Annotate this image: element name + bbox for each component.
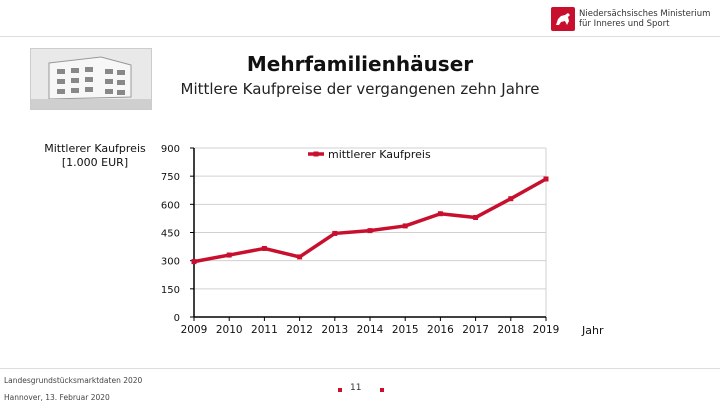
x-tick-label: 2014 (357, 324, 384, 336)
data-point (402, 223, 408, 229)
x-tick-label: 2010 (216, 324, 243, 336)
y-tick-label: 900 (161, 144, 180, 155)
x-axis-label: Jahr (582, 324, 604, 337)
x-tick-label: 2013 (321, 324, 348, 336)
y-tick-label: 150 (161, 285, 180, 296)
page-subtitle: Mittlere Kaufpreise der vergangenen zehn… (180, 80, 540, 98)
data-point (437, 211, 443, 217)
y-tick-label: 450 (161, 229, 180, 240)
legend-label: mittlerer Kaufpreis (328, 148, 431, 161)
data-point (261, 245, 267, 251)
page-number: 11 (350, 383, 362, 393)
page-marker-left (338, 388, 342, 392)
data-point (473, 214, 479, 220)
x-tick-label: 2009 (181, 324, 208, 336)
price-line-chart: 0 150 300 450 600 750 900 2009 2010 2011 2012 2013 2… (161, 144, 560, 336)
legend-marker (313, 151, 319, 157)
data-point (508, 196, 514, 202)
ministry-name-line1: Niedersächsisches Ministerium (579, 9, 711, 19)
data-point (226, 252, 232, 258)
data-point (191, 259, 197, 265)
building-photo (30, 48, 152, 110)
data-point (332, 230, 338, 236)
header-divider (0, 36, 720, 37)
x-tick-label: 2015 (392, 324, 419, 336)
ministry-logo: Niedersächsisches Ministerium für Innere… (549, 5, 719, 35)
x-tick-label: 2011 (251, 324, 278, 336)
x-tick-label: 2019 (533, 324, 560, 336)
series-line (193, 177, 547, 264)
page-marker-right (380, 388, 384, 392)
y-axis-label-line2: [1.000 EUR] (61, 156, 129, 169)
x-tick-label: 2017 (462, 324, 489, 336)
y-axis-label: Mittlerer Kaufpreis [1.000 EUR] (30, 142, 160, 170)
data-point (297, 254, 303, 260)
footer-divider (0, 368, 720, 369)
page-title: Mehrfamilienhäuser (246, 52, 474, 76)
data-point (367, 228, 373, 234)
footer-source: Landesgrundstücksmarktdaten 2020 (4, 376, 143, 385)
footer-place-date: Hannover, 13. Februar 2020 (4, 393, 110, 402)
niedersachsen-horse-icon (551, 7, 575, 31)
y-tick-label: 750 (161, 172, 180, 183)
y-tick-label: 600 (161, 200, 180, 211)
ministry-name-line2: für Inneres und Sport (579, 19, 670, 29)
x-tick-label: 2018 (497, 324, 524, 336)
x-tick-label: 2016 (427, 324, 454, 336)
y-tick-label: 0 (174, 313, 180, 324)
x-tick-label: 2012 (286, 324, 313, 336)
data-point (543, 176, 549, 182)
y-axis-label-line1: Mittlerer Kaufpreis (44, 142, 146, 155)
y-tick-label: 300 (161, 257, 180, 268)
